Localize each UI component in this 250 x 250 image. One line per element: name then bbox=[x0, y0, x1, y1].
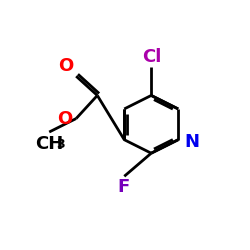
Text: 3: 3 bbox=[56, 138, 65, 151]
Text: O: O bbox=[58, 57, 73, 75]
Text: O: O bbox=[57, 110, 72, 128]
Text: F: F bbox=[117, 178, 130, 196]
Text: N: N bbox=[184, 133, 199, 151]
Text: CH: CH bbox=[35, 136, 63, 154]
Text: Cl: Cl bbox=[142, 48, 162, 66]
